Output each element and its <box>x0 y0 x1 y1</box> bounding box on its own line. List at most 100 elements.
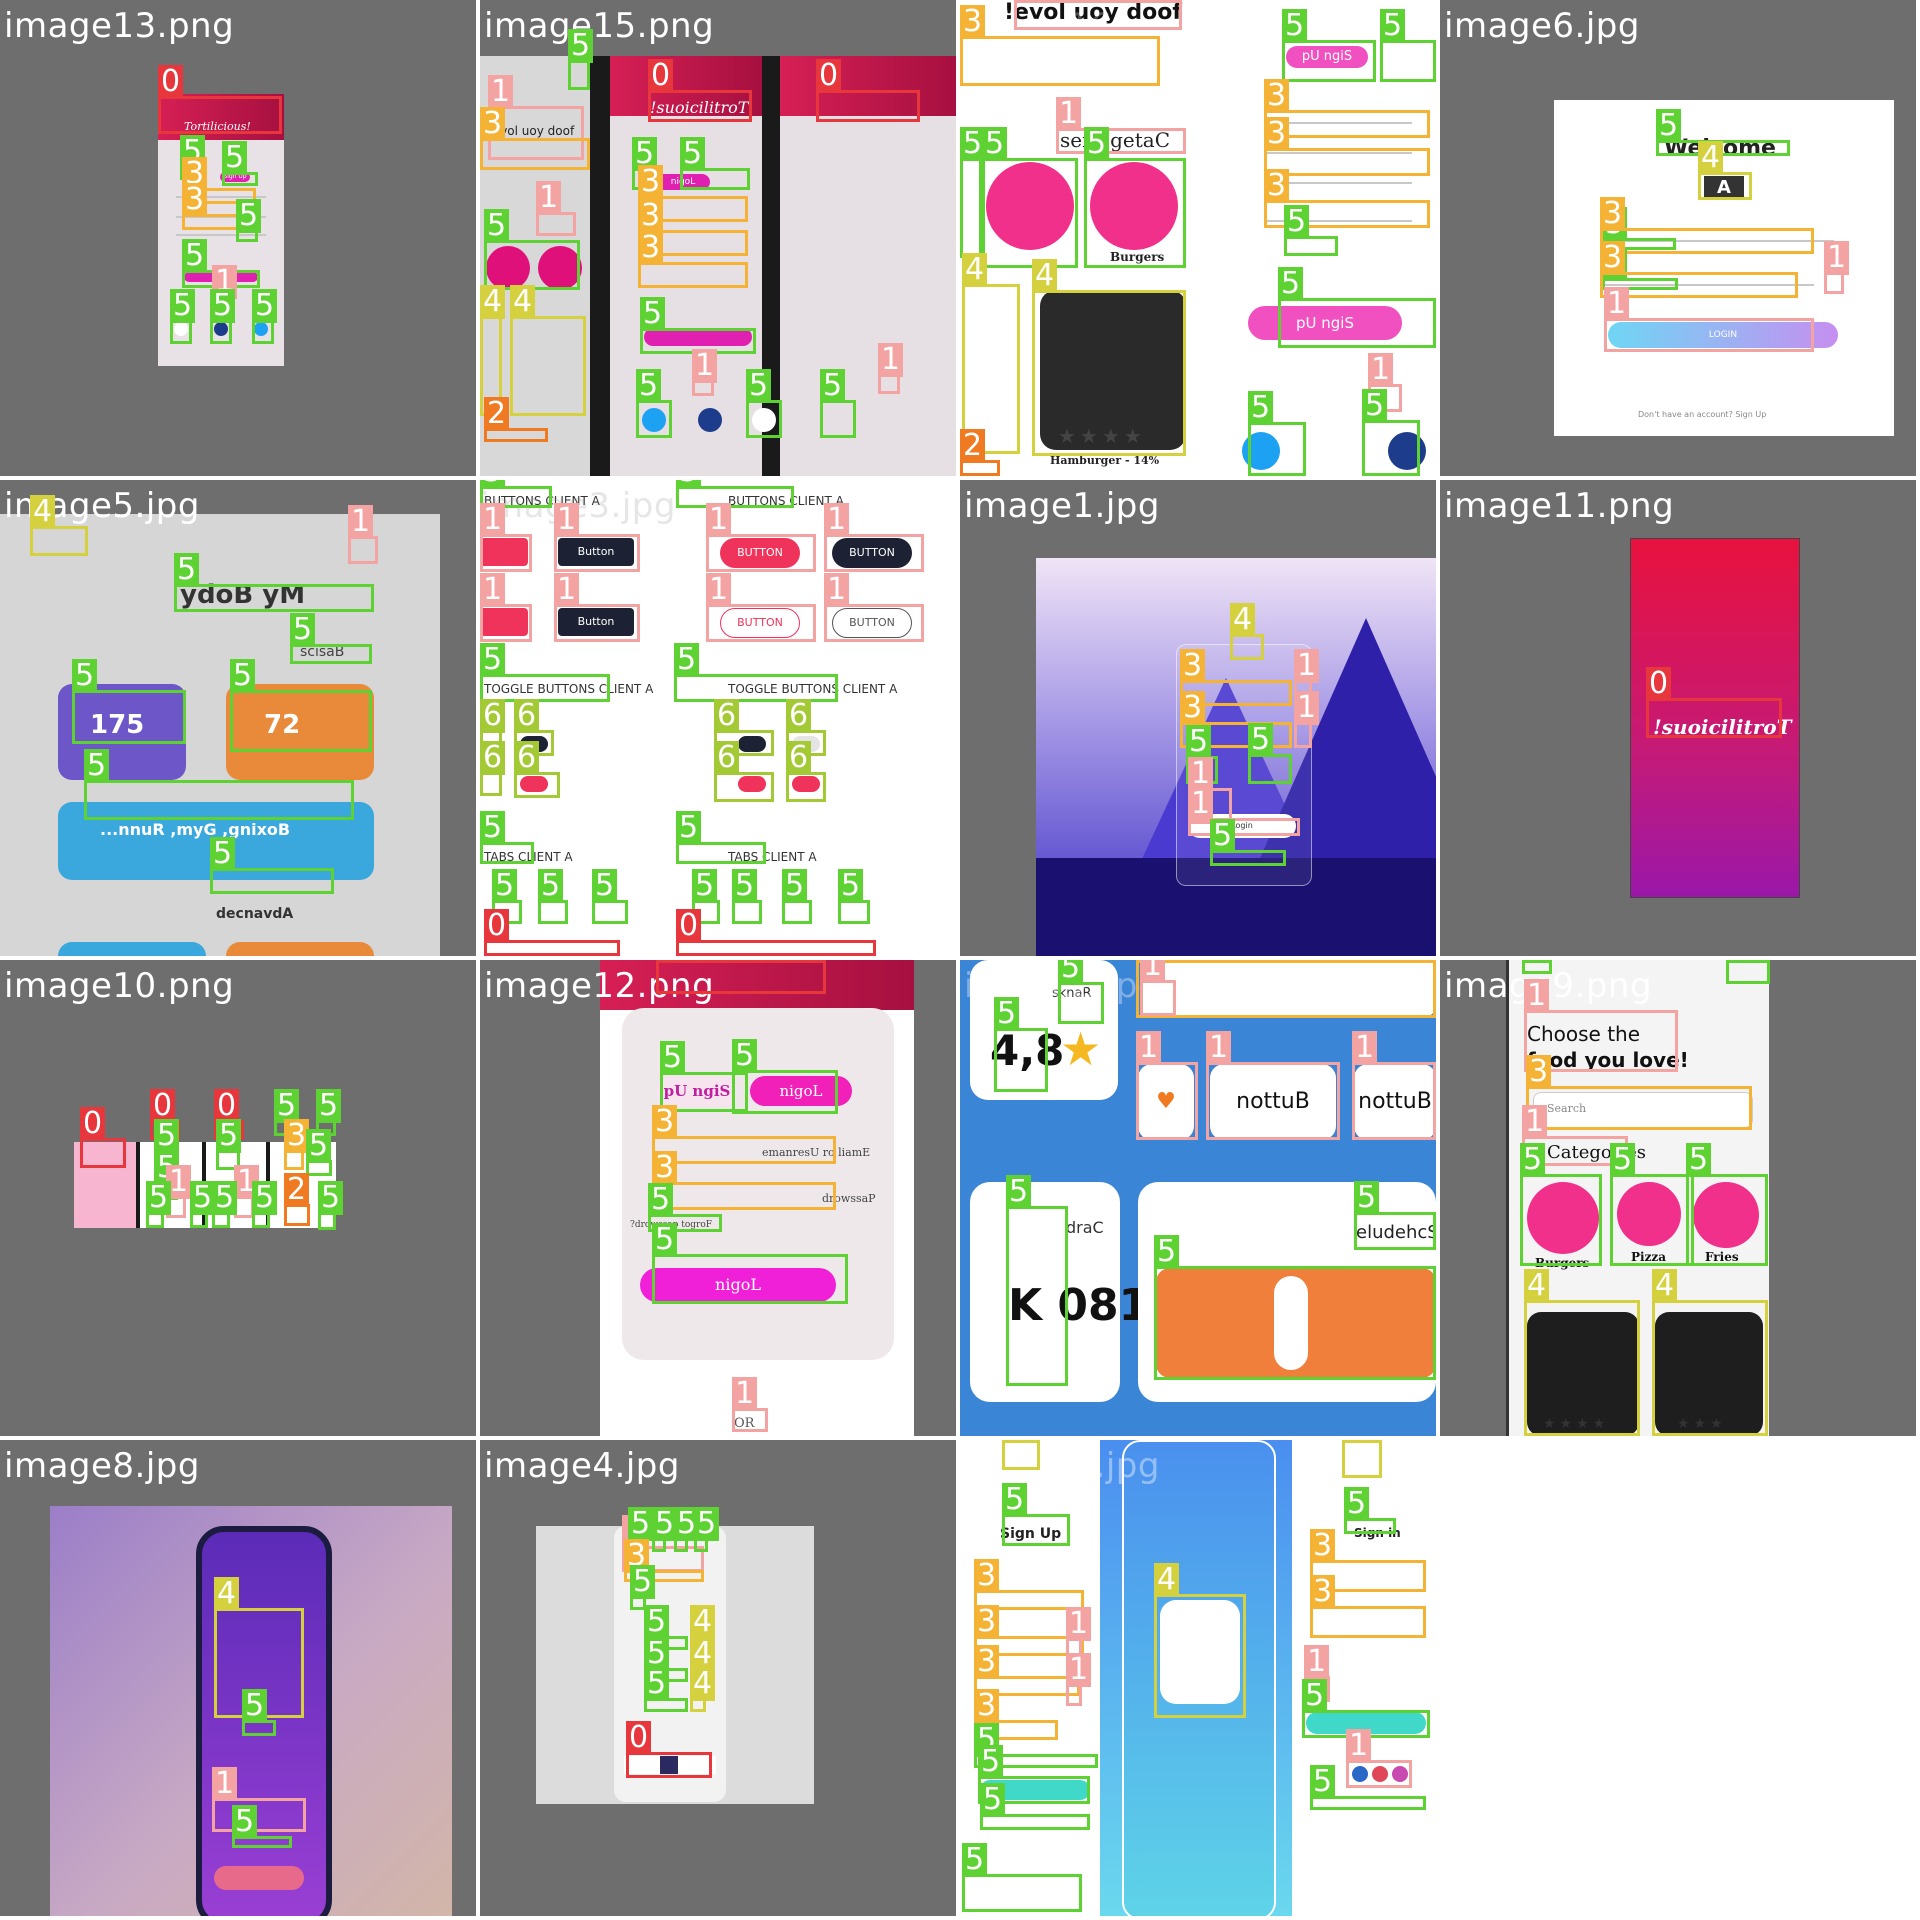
tile-image5: ydoB yM scisaB 175 72 ...nnuR ,myG ,gnix… <box>0 480 476 956</box>
signup-tab-button[interactable]: Sign Up <box>220 172 250 182</box>
fries-label: Fries <box>1705 1250 1739 1264</box>
signup-submit-button[interactable] <box>644 328 752 346</box>
get-started-button[interactable] <box>214 1866 304 1890</box>
burger-card-image[interactable] <box>1040 290 1186 450</box>
pink-pill-button[interactable]: BUTTON <box>720 538 800 568</box>
tile-image8: image8.jpg 4 5 1 5 <box>0 1440 476 1916</box>
twitter-icon[interactable] <box>254 322 268 336</box>
signup-tab[interactable]: pU ngiS <box>656 1076 738 1106</box>
add-fab[interactable] <box>660 1756 678 1774</box>
confirm-field[interactable] <box>176 234 266 236</box>
bbox-class-4: 4 <box>1698 141 1752 200</box>
bbox-class-5: 5 <box>674 1507 700 1552</box>
facebook-icon[interactable] <box>698 408 722 432</box>
password-field[interactable] <box>176 216 266 218</box>
password-field[interactable] <box>1604 284 1814 286</box>
bbox-class-3: 3 <box>624 1539 704 1582</box>
tile-orange[interactable] <box>226 942 374 956</box>
bbox-class-3: 3 <box>638 199 748 256</box>
bbox-class-5: 5 <box>170 289 196 344</box>
selected-day[interactable] <box>1274 1276 1308 1370</box>
login-button[interactable]: LOGIN <box>1608 322 1838 348</box>
logo-letter: A <box>1704 176 1744 200</box>
fries-category-icon[interactable] <box>1693 1182 1759 1248</box>
signup-button[interactable] <box>980 1780 1090 1800</box>
search-bar[interactable] <box>1140 960 1436 1016</box>
bbox-class-3: 3 <box>652 1151 836 1210</box>
bbox-class-0: 0 <box>484 909 620 956</box>
bbox-class-5: 5 <box>1686 1143 1768 1266</box>
card-value: K 081 <box>1008 1280 1150 1331</box>
bbox-class-4: 4 <box>690 1667 716 1712</box>
google-icon[interactable] <box>1372 1766 1388 1782</box>
bbox-class-5: 5 <box>230 659 372 752</box>
dark-pill-button[interactable]: BUTTON <box>832 538 912 568</box>
google-icon[interactable] <box>174 322 188 336</box>
text-button[interactable]: nottuB <box>1354 1064 1436 1140</box>
toggle-switch[interactable] <box>738 776 766 792</box>
outline-pink-button[interactable]: BUTTON <box>720 608 800 638</box>
google-icon[interactable] <box>752 408 776 432</box>
weight-card[interactable] <box>226 684 374 780</box>
pink-button[interactable] <box>480 538 528 566</box>
cheeseburger-card-image[interactable] <box>1655 1312 1763 1436</box>
username-field[interactable] <box>1266 122 1412 124</box>
search-placeholder: Search <box>1547 1102 1587 1115</box>
signup-toggle-button[interactable]: pU ngiS <box>1286 46 1368 68</box>
heart-icon-button[interactable]: ♥ <box>1138 1064 1194 1140</box>
dark-button[interactable]: Button <box>558 608 634 636</box>
pizza-category-icon[interactable] <box>1617 1182 1681 1246</box>
signin-button[interactable] <box>1306 1712 1426 1734</box>
email-field[interactable] <box>1266 152 1412 154</box>
facebook-icon[interactable] <box>214 322 228 336</box>
dark-button[interactable]: Button <box>558 538 634 566</box>
bbox-class-4: 4 <box>962 253 1020 454</box>
email-field[interactable] <box>176 196 266 198</box>
pizza-category-icon[interactable] <box>986 162 1074 250</box>
bbox-class-5: 5 <box>222 141 258 186</box>
pizza-icon[interactable] <box>486 246 530 290</box>
instagram-icon[interactable] <box>1392 1766 1408 1782</box>
divider <box>136 1142 140 1228</box>
bbox-class-5: 5 <box>732 869 762 924</box>
bbox-class-3: 3 <box>1600 197 1814 254</box>
twitter-icon[interactable] <box>642 408 666 432</box>
bbox-class-1: 1 <box>480 573 532 642</box>
bbox-class-0: 0 <box>648 59 752 122</box>
signup-button[interactable]: pU ngiS <box>1248 306 1402 340</box>
burger-icon[interactable] <box>538 246 582 290</box>
email-field[interactable]: emanresU ro liamE <box>762 1146 871 1159</box>
bbox-class-5: 5 <box>1344 1487 1396 1534</box>
toggle-switch[interactable] <box>738 736 766 752</box>
bbox-class-1: 1 <box>878 343 904 394</box>
outline-dark-button[interactable]: BUTTON <box>832 608 912 638</box>
height-card[interactable] <box>58 684 186 780</box>
bbox-class-5: 5 <box>568 29 594 90</box>
bbox-class-5: 5 <box>746 369 782 438</box>
toggle-switch[interactable] <box>792 776 820 792</box>
email-field[interactable] <box>1604 240 1834 242</box>
bbox-class-5: 5 <box>1354 1181 1436 1250</box>
bbox-class-2: 2 <box>284 1173 310 1226</box>
bbox-class-5: 5 <box>252 289 278 344</box>
confirm-field[interactable] <box>1266 220 1412 222</box>
bbox-class-5: 5 <box>1726 960 1770 984</box>
tile-filename: image4.jpg <box>484 1446 680 1486</box>
login-button[interactable]: nigoL <box>640 1268 836 1302</box>
bbox-class-5: 5 <box>978 1745 1090 1804</box>
tile-blue[interactable] <box>58 942 206 956</box>
burger-category-icon[interactable] <box>1090 162 1178 250</box>
password-field[interactable] <box>1266 182 1412 184</box>
burger-category-icon[interactable] <box>1527 1182 1599 1254</box>
facebook-icon[interactable] <box>1352 1766 1368 1782</box>
heart-text-button[interactable]: nottuB <box>1210 1064 1336 1140</box>
burger-card-image[interactable] <box>1527 1312 1639 1436</box>
bbox-class-5: 5 <box>1210 819 1286 866</box>
pink-button[interactable] <box>480 608 528 636</box>
signup-prompt[interactable]: Don't have an account? Sign Up <box>1638 410 1767 419</box>
headline-line-1: Choose the <box>1527 1022 1641 1046</box>
toggle-switch[interactable] <box>520 776 548 792</box>
screenshot-food-home: Choose the food you love! Search Categor… <box>1506 960 1769 1436</box>
bbox-class-5: 5 <box>982 127 1078 268</box>
bbox-class-0: 0 <box>676 909 876 956</box>
